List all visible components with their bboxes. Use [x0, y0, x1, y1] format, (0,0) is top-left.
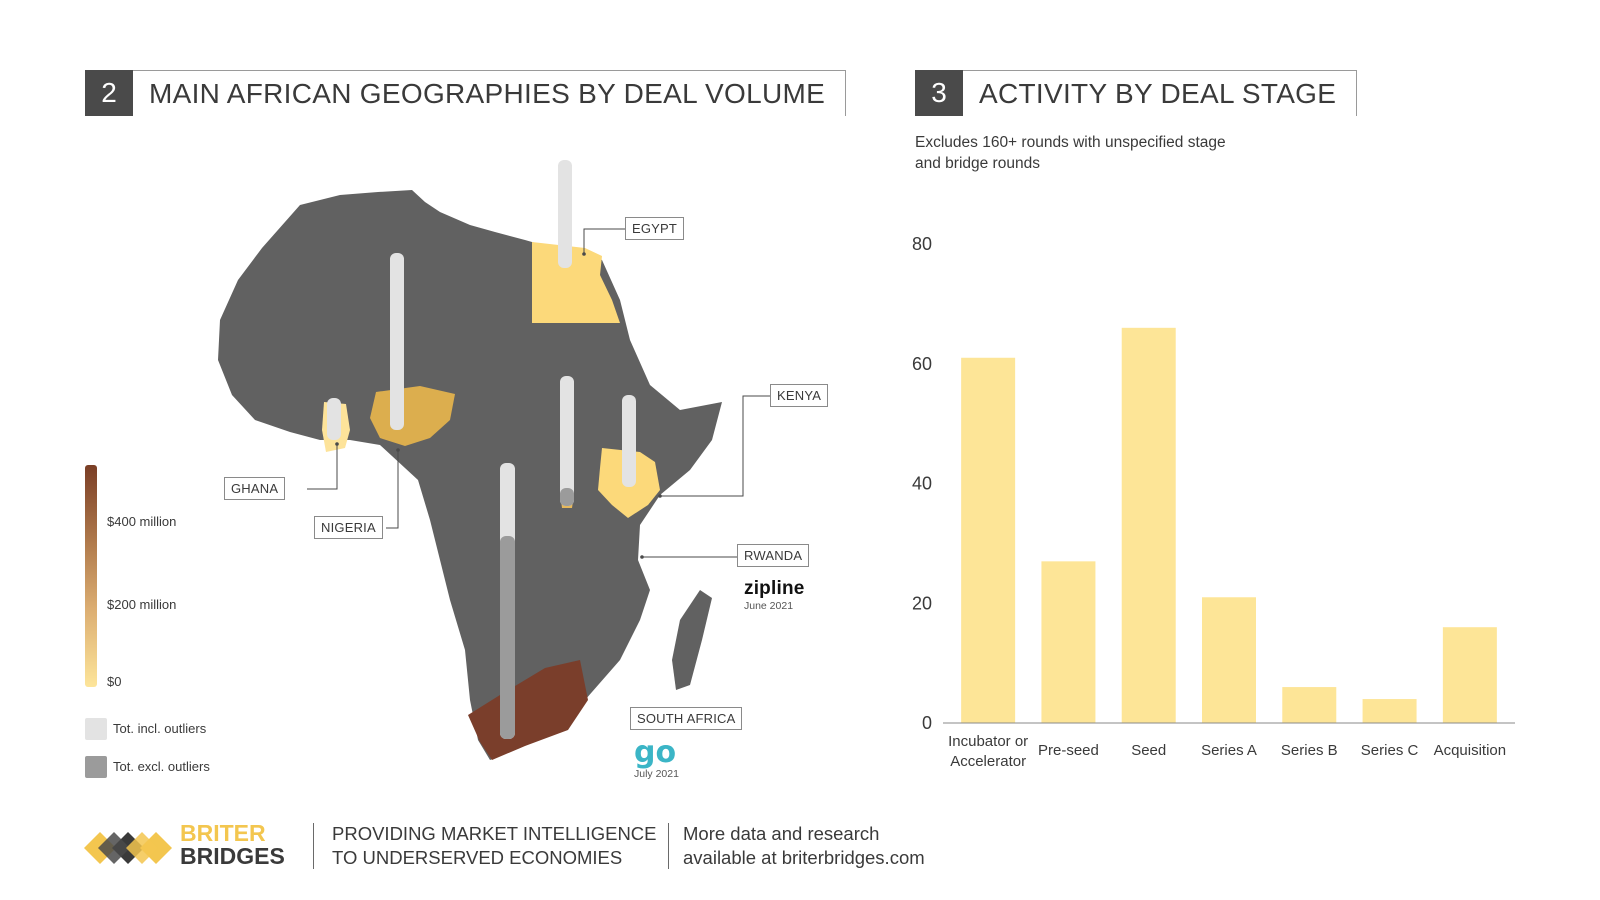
x-tick-label: Acquisition: [1434, 742, 1507, 759]
y-tick-label: 0: [922, 713, 932, 733]
go-date: July 2021: [634, 768, 679, 780]
label-egypt: EGYPT: [625, 217, 685, 240]
brand-line-1: BRITER: [180, 820, 266, 846]
bar-series-b: [1282, 687, 1337, 723]
briter-bridges-logo-mark: [84, 832, 172, 864]
callout-dots: [335, 252, 662, 559]
go-annotation: go July 2021: [634, 735, 679, 781]
y-tick-label: 40: [912, 474, 932, 494]
x-tick-label: Series B: [1281, 742, 1338, 759]
chart-panel-title: ACTIVITY BY DEAL STAGE: [963, 70, 1358, 116]
brand-line-2: BRIDGES: [180, 843, 285, 869]
x-tick-label: Series A: [1201, 742, 1257, 759]
zipline-date: June 2021: [744, 600, 794, 612]
label-ghana: GHANA: [224, 477, 286, 500]
value-scale-gradient: [85, 465, 97, 687]
footer-divider-1: [313, 823, 314, 869]
ghana-bar-incl: [327, 398, 341, 440]
map-panel-header: 2 MAIN AFRICAN GEOGRAPHIES BY DEAL VOLUM…: [85, 70, 847, 116]
x-tick-label: Series C: [1361, 742, 1419, 759]
y-tick-label: 20: [912, 593, 932, 613]
chart-panel-header: 3 ACTIVITY BY DEAL STAGE: [915, 70, 1358, 116]
egypt-shape: [532, 242, 620, 323]
go-logo: go: [634, 735, 677, 770]
legend-swatch-incl: [85, 718, 107, 740]
bar-acquisition: [1442, 627, 1497, 723]
chart-panel-number: 3: [915, 70, 963, 116]
label-nigeria: NIGERIA: [314, 516, 383, 539]
rwanda-bar-incl: [560, 376, 574, 506]
kenya-bar-incl: [622, 395, 636, 487]
zipline-annotation: zipline June 2021: [744, 578, 805, 612]
x-tick-label: Pre-seed: [1038, 742, 1099, 759]
footer-tagline: PROVIDING MARKET INTELLIGENCE TO UNDERSE…: [332, 822, 657, 870]
south-africa-bar-excl: [500, 536, 515, 739]
africa-landmass: [218, 190, 722, 760]
x-tick-label: Incubator or Accelerator: [948, 733, 1028, 770]
callout-lines: [307, 228, 770, 558]
south-africa-shape: [468, 660, 588, 760]
map-panel-title: MAIN AFRICAN GEOGRAPHIES BY DEAL VOLUME: [133, 70, 847, 116]
madagascar: [672, 590, 712, 690]
map-panel-number: 2: [85, 70, 133, 116]
scale-label-200: $200 million: [107, 597, 177, 612]
footer-more-info: More data and research available at brit…: [683, 822, 925, 870]
y-tick-label: 80: [912, 234, 932, 254]
x-tick-label: Seed: [1131, 742, 1166, 759]
footer-brand: BRITER BRIDGES: [180, 822, 285, 868]
bar-series-a: [1202, 597, 1256, 723]
bar-incubator-or-accelerator: [961, 357, 1016, 723]
egypt-bar-incl: [558, 160, 572, 268]
more-line-2: available at briterbridges.com: [683, 847, 925, 868]
nigeria-bar-incl: [390, 253, 404, 430]
zipline-logo: zipline: [744, 578, 805, 599]
scale-label-0: $0: [107, 674, 122, 689]
label-kenya: KENYA: [770, 384, 829, 407]
label-south-africa: SOUTH AFRICA: [630, 707, 743, 730]
bar-pre-seed: [1041, 561, 1096, 723]
bar-seed: [1121, 327, 1176, 723]
tagline-line-2: TO UNDERSERVED ECONOMIES: [332, 847, 623, 868]
label-rwanda: RWANDA: [737, 544, 810, 567]
bar-series-c: [1362, 699, 1417, 723]
legend-swatch-excl: [85, 756, 107, 778]
more-line-1: More data and research: [683, 823, 880, 844]
rwanda-bar-excl: [560, 488, 574, 506]
legend-label-excl: Tot. excl. outliers: [113, 759, 210, 774]
scale-label-400: $400 million: [107, 514, 177, 529]
legend-label-incl: Tot. incl. outliers: [113, 721, 207, 736]
footer-divider-2: [668, 823, 669, 869]
tagline-line-1: PROVIDING MARKET INTELLIGENCE: [332, 823, 657, 844]
y-tick-label: 60: [912, 354, 932, 374]
chart-subtitle: Excludes 160+ rounds with unspecified st…: [915, 134, 1226, 172]
